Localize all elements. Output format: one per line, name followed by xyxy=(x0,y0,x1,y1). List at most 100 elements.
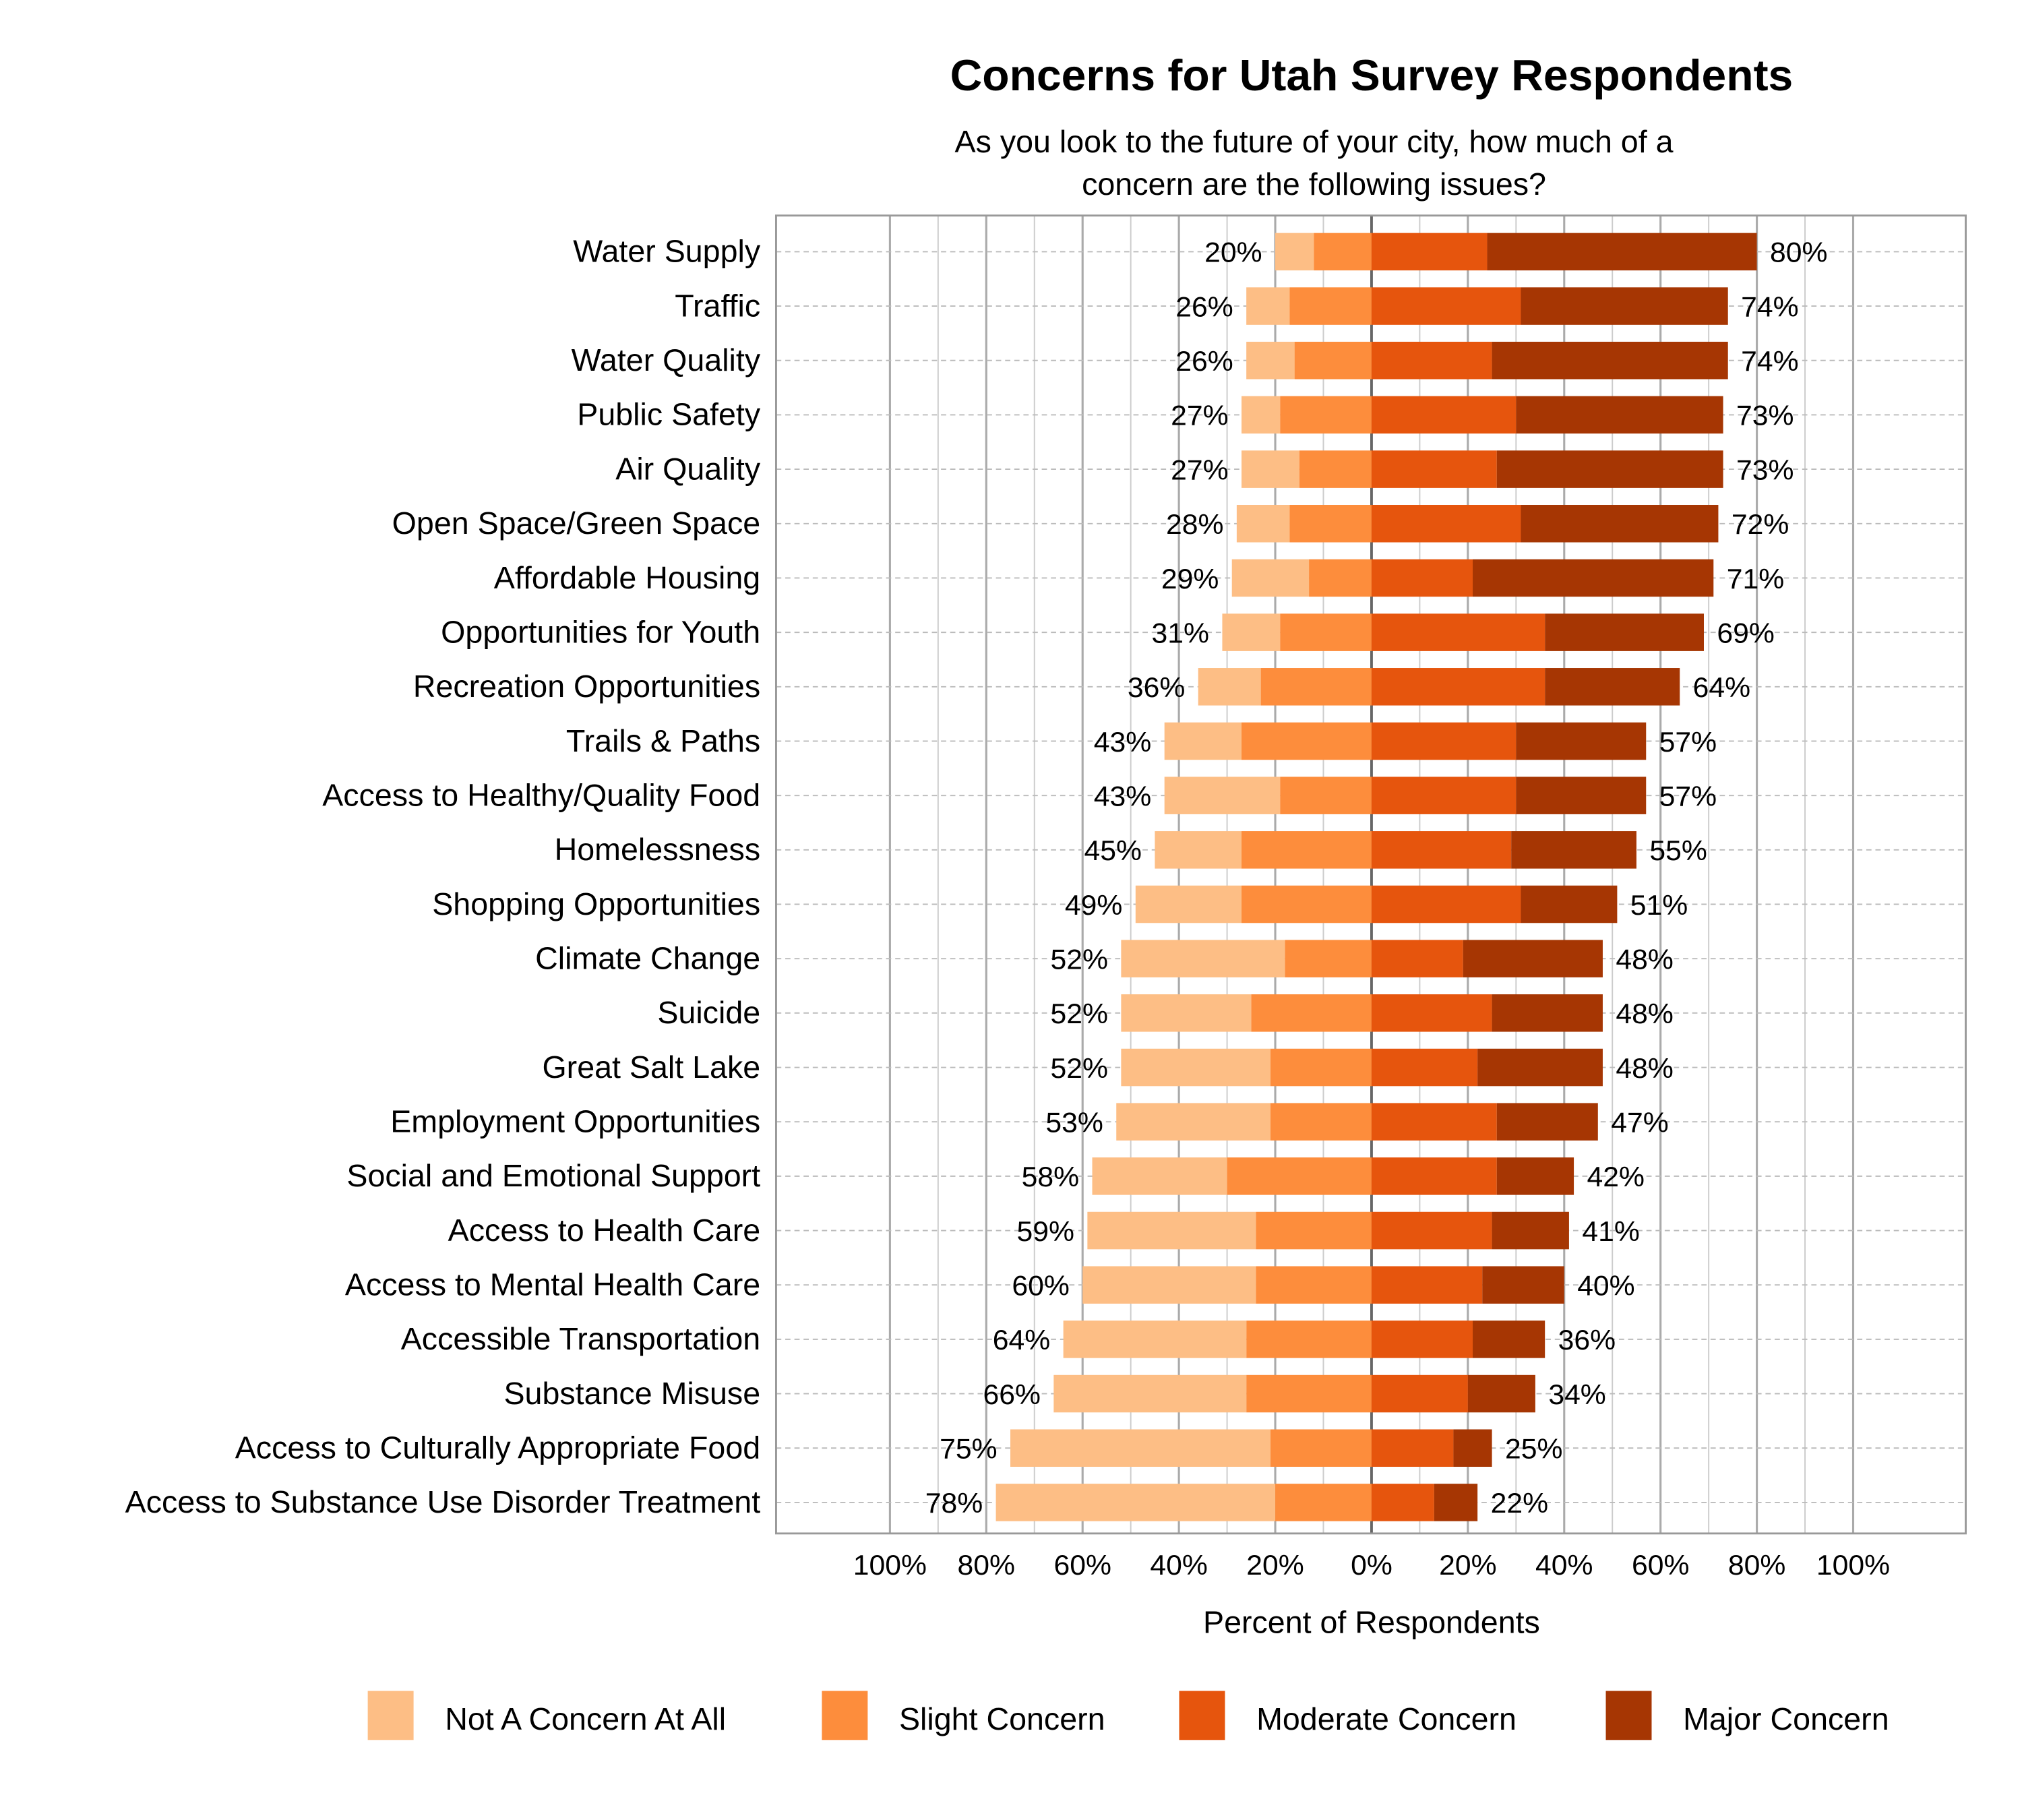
x-axis-ticks: 100% 80% 60% 40% 20% 0% 20% 40% 60% 80% 100% xyxy=(853,1549,1890,1581)
negative-total-label: 75% xyxy=(940,1433,997,1465)
category-label: Access to Mental Health Care xyxy=(345,1267,760,1302)
bar-segment-not-a-concern-at-all xyxy=(1242,450,1299,488)
positive-total-label: 41% xyxy=(1582,1215,1639,1247)
labels: Water Supply 20% 80% Traffic 26% 74% Water Qua… xyxy=(125,234,1828,1519)
bar-segment-major-concern xyxy=(1516,777,1647,814)
bar-segment-slight-concern xyxy=(1227,1157,1372,1195)
bar-segment-moderate-concern xyxy=(1371,1374,1468,1413)
bar-segment-slight-concern xyxy=(1246,1374,1372,1413)
bar-segment-major-concern xyxy=(1521,885,1618,923)
negative-total-label: 43% xyxy=(1094,781,1151,812)
positive-total-label: 64% xyxy=(1693,671,1750,703)
negative-total-label: 78% xyxy=(925,1488,983,1519)
negative-total-label: 66% xyxy=(983,1378,1040,1410)
bar-segment-slight-concern xyxy=(1256,1211,1372,1250)
bar-segment-moderate-concern xyxy=(1371,722,1516,760)
negative-total-label: 60% xyxy=(1012,1270,1069,1302)
legend: Not A Concern At All Slight Concern Modera… xyxy=(367,1691,1889,1740)
bar-segment-slight-concern xyxy=(1242,885,1372,923)
x-tick-label: 100% xyxy=(853,1549,927,1581)
negative-total-label: 27% xyxy=(1171,454,1228,486)
bar-segment-not-a-concern-at-all xyxy=(1242,396,1281,434)
bar-segment-slight-concern xyxy=(1242,722,1372,760)
bar-segment-not-a-concern-at-all xyxy=(1010,1429,1270,1467)
positive-total-label: 25% xyxy=(1505,1433,1562,1465)
chart-title: Concerns for Utah Survey Respondents xyxy=(950,51,1794,99)
positive-total-label: 40% xyxy=(1577,1270,1634,1302)
bar-segment-moderate-concern xyxy=(1371,1484,1434,1521)
bar-segment-major-concern xyxy=(1521,287,1728,325)
category-label: Access to Health Care xyxy=(448,1213,760,1248)
bar-segment-major-concern xyxy=(1496,450,1723,488)
category-label: Trails & Paths xyxy=(566,723,760,758)
bar-segment-moderate-concern xyxy=(1371,396,1516,434)
bar-segment-moderate-concern xyxy=(1371,450,1497,488)
x-tick-label: 60% xyxy=(1053,1549,1111,1581)
bar-segment-major-concern xyxy=(1477,1048,1603,1087)
negative-total-label: 52% xyxy=(1050,1052,1107,1084)
negative-total-label: 26% xyxy=(1175,291,1233,323)
positive-total-label: 57% xyxy=(1659,781,1717,812)
bar-segment-major-concern xyxy=(1434,1484,1478,1521)
bar-segment-moderate-concern xyxy=(1371,1429,1454,1467)
bar-segment-not-a-concern-at-all xyxy=(1082,1266,1256,1304)
bar-segment-slight-concern xyxy=(1280,777,1372,814)
negative-total-label: 53% xyxy=(1045,1107,1103,1139)
category-label: Social and Emotional Support xyxy=(346,1158,760,1193)
positive-total-label: 69% xyxy=(1717,617,1774,649)
category-label: Open Space/Green Space xyxy=(392,506,760,541)
category-label: Substance Misuse xyxy=(503,1376,760,1411)
bar-segment-major-concern xyxy=(1492,994,1603,1032)
bar-segment-major-concern xyxy=(1511,831,1636,869)
bar-segment-not-a-concern-at-all xyxy=(1087,1211,1256,1250)
bar-segment-moderate-concern xyxy=(1371,831,1512,869)
negative-total-label: 64% xyxy=(993,1324,1050,1356)
bar-segment-slight-concern xyxy=(1289,505,1372,543)
bar-segment-slight-concern xyxy=(1251,994,1372,1032)
bar-segment-not-a-concern-at-all xyxy=(1275,233,1314,271)
positive-total-label: 55% xyxy=(1649,835,1707,866)
bar-segment-moderate-concern xyxy=(1371,341,1492,380)
bar-segment-slight-concern xyxy=(1294,341,1372,380)
bar-segment-moderate-concern xyxy=(1371,1266,1483,1304)
positive-total-label: 36% xyxy=(1558,1324,1616,1356)
bar-segment-not-a-concern-at-all xyxy=(1246,341,1295,380)
bar-segment-major-concern xyxy=(1482,1266,1564,1304)
bar-segment-slight-concern xyxy=(1309,559,1372,597)
bar-segment-slight-concern xyxy=(1270,1103,1372,1141)
x-tick-label: 40% xyxy=(1150,1549,1207,1581)
legend-swatch xyxy=(1605,1691,1652,1740)
bar-segment-slight-concern xyxy=(1275,1484,1372,1521)
positive-total-label: 47% xyxy=(1611,1107,1668,1139)
negative-total-label: 26% xyxy=(1175,345,1233,377)
bar-segment-slight-concern xyxy=(1289,287,1372,325)
legend-label: Slight Concern xyxy=(899,1701,1105,1736)
bar-segment-major-concern xyxy=(1492,1211,1569,1250)
bar-segment-not-a-concern-at-all xyxy=(1121,994,1252,1032)
negative-total-label: 27% xyxy=(1171,400,1228,431)
bar-segment-moderate-concern xyxy=(1371,668,1545,706)
bar-segment-not-a-concern-at-all xyxy=(1164,777,1281,814)
bar-segment-slight-concern xyxy=(1314,233,1372,271)
x-tick-label: 60% xyxy=(1632,1549,1689,1581)
bar-segment-not-a-concern-at-all xyxy=(1231,559,1310,597)
negative-total-label: 28% xyxy=(1166,508,1223,540)
bar-segment-not-a-concern-at-all xyxy=(1063,1321,1247,1358)
bar-segment-slight-concern xyxy=(1285,940,1372,977)
bar-segment-not-a-concern-at-all xyxy=(995,1484,1276,1521)
category-label: Access to Healthy/Quality Food xyxy=(322,778,760,813)
x-tick-label: 100% xyxy=(1816,1549,1890,1581)
category-label: Traffic xyxy=(675,289,760,324)
x-tick-label: 80% xyxy=(1728,1549,1785,1581)
bars xyxy=(995,233,1757,1521)
positive-total-label: 48% xyxy=(1616,1052,1673,1084)
bar-segment-moderate-concern xyxy=(1371,287,1521,325)
negative-total-label: 29% xyxy=(1161,563,1219,595)
bar-segment-moderate-concern xyxy=(1371,1157,1497,1195)
bar-segment-moderate-concern xyxy=(1371,885,1521,923)
negative-total-label: 58% xyxy=(1022,1161,1079,1192)
bar-segment-moderate-concern xyxy=(1371,994,1492,1032)
category-label: Public Safety xyxy=(577,397,761,432)
bar-segment-slight-concern xyxy=(1270,1048,1372,1087)
